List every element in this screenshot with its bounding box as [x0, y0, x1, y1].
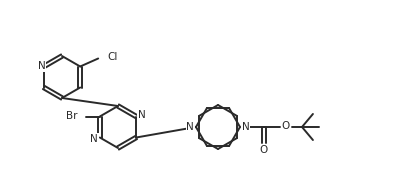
- Text: N: N: [138, 111, 145, 121]
- Text: N: N: [38, 61, 46, 71]
- Text: O: O: [281, 121, 290, 131]
- Text: O: O: [259, 145, 267, 155]
- Text: N: N: [186, 122, 194, 132]
- Text: N: N: [90, 133, 98, 143]
- Text: N: N: [241, 122, 249, 132]
- Text: Cl: Cl: [107, 51, 117, 61]
- Text: Br: Br: [66, 112, 78, 122]
